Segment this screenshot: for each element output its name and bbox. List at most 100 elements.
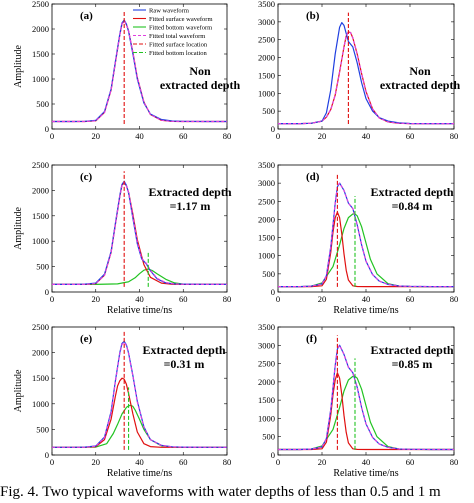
x-tick-label: 60 [406,131,415,141]
series-line-surface [278,372,454,451]
figure-caption: Fig. 4. Two typical waveforms with water… [0,484,441,500]
depth-annotation: Extracted depth [143,343,226,357]
y-tick-label: 2500 [258,196,275,206]
x-tick-label: 60 [179,457,188,467]
y-tick-label: 2000 [32,348,49,358]
x-tick-label: 40 [135,131,144,141]
depth-annotation: Extracted depth [371,185,454,199]
legend-entry: Fitted surface waveform [149,16,213,23]
x-tick-label: 0 [276,131,280,141]
x-tick-label: 0 [50,457,54,467]
y-tick-label: 2000 [258,214,275,224]
x-tick-label: 80 [450,294,459,304]
chart-panel-c: 0 20 40 60 80 0 500 1000 1500 2000 2500 Amplitude Re… [13,160,232,316]
depth-annotation: =0.85 m [392,357,433,371]
x-tick-label: 60 [406,294,415,304]
y-tick-label: 500 [262,269,275,279]
x-tick-label: 0 [276,294,280,304]
x-tick-label: 40 [362,294,371,304]
y-tick-label: 1500 [258,395,275,405]
x-tick-label: 80 [223,131,232,141]
chart-panel-d: 0 20 40 60 80 0 500 1000 1500 2000 2500 3000 3500 Rel… [258,160,458,316]
y-tick-label: 1000 [32,236,49,246]
depth-annotation: =1.17 m [170,199,211,213]
panel-label: (a) [80,10,93,22]
y-tick-label: 3500 [258,0,275,9]
y-tick-label: 0 [271,450,275,460]
y-tick-label: 500 [262,106,275,116]
x-tick-label: 0 [50,294,54,304]
panel-label: (e) [80,333,93,345]
x-tick-label: 60 [179,131,188,141]
y-tick-label: 3500 [258,160,275,170]
y-tick-label: 2000 [258,53,275,63]
y-tick-label: 0 [45,124,49,134]
x-tick-label: 0 [276,457,280,467]
depth-annotation: Non [189,64,211,78]
x-tick-label: 60 [406,457,415,467]
legend-entry: Raw waveform [149,7,189,14]
panel-label: (f) [306,333,317,345]
series-line-total [278,344,454,451]
y-tick-label: 3000 [258,178,275,188]
x-tick-label: 20 [92,457,101,467]
series-line-total [52,341,227,448]
y-tick-label: 500 [36,262,49,272]
y-tick-label: 0 [271,124,275,134]
x-tick-label: 20 [92,131,101,141]
x-tick-label: 40 [135,294,144,304]
y-tick-label: 2000 [32,24,49,34]
plot-frame [51,3,228,130]
x-tick-label: 80 [450,457,459,467]
legend: Raw waveform Fitted surface waveform Fitte… [133,7,213,57]
y-tick-label: 2500 [32,160,49,170]
x-axis-label: Relative time/ns [333,468,398,479]
legend-entry: Fitted surface location [149,41,208,48]
y-tick-label: 1000 [258,88,275,98]
y-tick-label: 2500 [32,322,49,332]
y-tick-label: 1500 [258,70,275,80]
y-tick-label: 1500 [32,211,49,221]
y-tick-label: 2000 [32,185,49,195]
y-tick-label: 500 [262,432,275,442]
y-tick-label: 1000 [258,251,275,261]
y-axis-label: Amplitude [13,45,24,88]
x-tick-label: 20 [318,457,327,467]
x-tick-label: 80 [450,131,459,141]
x-tick-label: 80 [223,457,232,467]
depth-annotation: =0.84 m [392,199,433,213]
y-axis-label: Amplitude [13,369,24,412]
plot-frame [277,3,455,130]
x-tick-label: 40 [362,457,371,467]
y-tick-label: 0 [45,287,49,297]
series-line-total [52,20,227,123]
y-tick-label: 2500 [32,0,49,9]
y-tick-label: 1500 [32,49,49,59]
series-line-total [278,31,454,125]
depth-annotation: Non [409,64,431,78]
x-tick-label: 80 [223,294,232,304]
panel-label: (c) [80,171,93,183]
depth-annotation: Extracted depth [371,343,454,357]
depth-annotation: extracted depth [380,78,461,92]
y-tick-label: 2000 [258,377,275,387]
x-tick-label: 40 [362,131,371,141]
figure-canvas: 0 20 40 60 8005001000150020002500Amplitude(a… [13,0,461,479]
x-tick-label: 20 [318,131,327,141]
y-tick-label: 1000 [32,399,49,409]
panel-label: (b) [306,10,320,22]
y-tick-label: 500 [36,424,49,434]
chart-panel-f: 0 20 40 60 80 0 500 1000 1500 2000 2500 3000 3500 Rel… [258,322,458,479]
y-tick-label: 3500 [258,322,275,332]
series-line-total [52,181,227,285]
y-tick-label: 2500 [258,359,275,369]
y-tick-label: 3000 [258,17,275,27]
plot-frame [277,164,455,293]
y-tick-label: 1500 [258,233,275,243]
y-tick-label: 1000 [32,74,49,84]
series-line-total [278,182,454,288]
depth-annotation: Extracted depth [149,185,232,199]
x-tick-label: 40 [135,457,144,467]
legend-entry: Fitted bottom location [149,50,208,57]
x-tick-label: 60 [179,294,188,304]
